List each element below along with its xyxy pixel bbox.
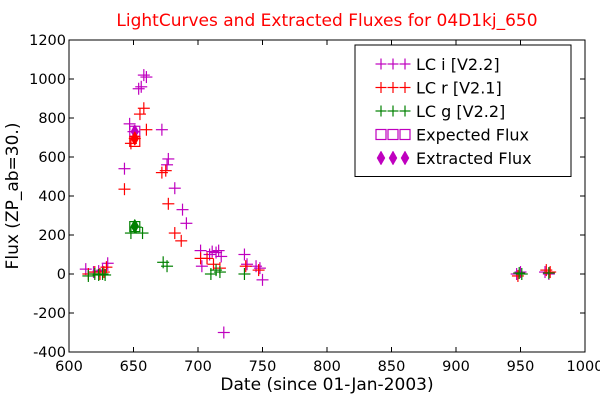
data-point <box>212 244 225 257</box>
x-tick-label: 700 <box>184 359 212 375</box>
legend-marker <box>375 128 387 141</box>
data-point <box>140 71 153 84</box>
data-point <box>137 69 150 82</box>
data-point <box>544 266 557 279</box>
data-point <box>256 273 269 286</box>
extracted-flux-marker <box>130 130 140 146</box>
legend-marker <box>387 128 399 141</box>
data-point <box>97 266 110 279</box>
data-point <box>215 250 228 263</box>
chart-title: LightCurves and Extracted Fluxes for 04D… <box>116 11 537 31</box>
data-point <box>155 123 168 136</box>
legend-entry: LC g [V2.2] <box>375 102 505 121</box>
data-point <box>96 268 109 280</box>
y-tick-label: 0 <box>57 267 66 283</box>
legend-entry: LC r [V2.1] <box>375 79 502 98</box>
extracted-flux-marker <box>130 218 140 234</box>
data-point <box>135 80 148 93</box>
data-point <box>238 248 251 261</box>
y-tick-label: 800 <box>38 111 66 127</box>
legend-marker <box>375 58 387 70</box>
legend-marker <box>387 58 399 70</box>
legend-label: LC i [V2.2] <box>416 55 500 74</box>
data-point <box>168 227 181 240</box>
legend-marker <box>399 128 411 141</box>
x-tick-label: 900 <box>442 359 470 375</box>
y-tick-label: 1200 <box>29 33 66 49</box>
x-tick-label: 1000 <box>567 359 600 375</box>
x-tick-label: 850 <box>378 359 406 375</box>
legend-marker <box>387 105 399 117</box>
y-tick-label: 600 <box>38 150 66 166</box>
data-point <box>168 182 181 195</box>
legend-marker <box>376 150 386 166</box>
data-point <box>252 264 265 277</box>
data-point <box>217 326 230 339</box>
legend-marker <box>399 105 411 117</box>
data-point <box>176 203 189 216</box>
data-point <box>253 262 266 275</box>
data-point <box>161 260 174 273</box>
data-point <box>118 162 131 175</box>
x-axis-title: Date (since 01-Jan-2003) <box>220 375 433 395</box>
x-tick-label: 650 <box>120 359 148 375</box>
data-point <box>239 260 252 273</box>
data-point <box>100 261 113 274</box>
data-point <box>201 252 214 265</box>
x-axis-ticks: 600 650 700 750 800 850 900 950 1000 <box>55 40 600 375</box>
legend-label: LC r [V2.1] <box>416 79 502 98</box>
legend: LC i [V2.2] LC r [V2.1] LC g [V2.2] Expecte… <box>354 44 572 177</box>
legend-entry: LC i [V2.2] <box>375 55 500 74</box>
data-point <box>162 152 175 165</box>
data-point <box>162 197 175 210</box>
x-tick-label: 950 <box>507 359 535 375</box>
data-point <box>195 260 208 273</box>
data-point <box>238 268 251 280</box>
data-point <box>513 267 526 280</box>
series-3 <box>82 221 555 282</box>
y-tick-label: -400 <box>33 345 66 361</box>
legend-marker <box>375 82 387 93</box>
y-tick-label: 200 <box>38 228 66 244</box>
x-tick-label: 600 <box>55 359 83 375</box>
data-point <box>136 227 149 240</box>
y-tick-label: 400 <box>38 189 66 205</box>
data-point <box>213 266 226 279</box>
data-point <box>132 82 145 95</box>
data-point <box>207 258 220 271</box>
data-point <box>79 263 92 276</box>
x-tick-label: 800 <box>313 359 341 375</box>
y-tick-label: 1000 <box>29 72 66 88</box>
data-point <box>137 102 150 115</box>
data-point <box>159 164 172 177</box>
legend-marker <box>375 105 387 117</box>
y-axis-title: Flux (ZP_ab=30.) <box>3 123 23 270</box>
extracted-flux-series <box>130 124 140 234</box>
data-point <box>180 217 193 230</box>
legend-marker <box>399 58 411 70</box>
data-point <box>161 158 174 171</box>
legend-entry: Expected Flux <box>375 126 529 145</box>
data-point <box>140 123 153 136</box>
data-point <box>241 258 254 271</box>
data-point <box>82 269 95 282</box>
legend-marker <box>399 82 411 93</box>
data-point <box>542 267 555 280</box>
data-points <box>79 69 557 339</box>
y-tick-label: -200 <box>33 306 66 322</box>
legend-marker <box>387 82 399 93</box>
x-tick-label: 750 <box>249 359 277 375</box>
legend-marker <box>388 150 398 166</box>
y-axis-ticks: -400 -200 0 200 400 600 800 1000 1200 <box>29 33 585 361</box>
data-point <box>515 268 528 280</box>
legend-marker <box>400 150 410 166</box>
legend-label: LC g [V2.2] <box>416 102 505 121</box>
legend-entry: Extracted Flux <box>376 149 532 168</box>
data-point <box>99 268 112 281</box>
legend-label: Extracted Flux <box>416 149 532 168</box>
legend-label: Expected Flux <box>416 126 529 145</box>
data-point <box>175 234 188 247</box>
data-point <box>118 183 131 196</box>
